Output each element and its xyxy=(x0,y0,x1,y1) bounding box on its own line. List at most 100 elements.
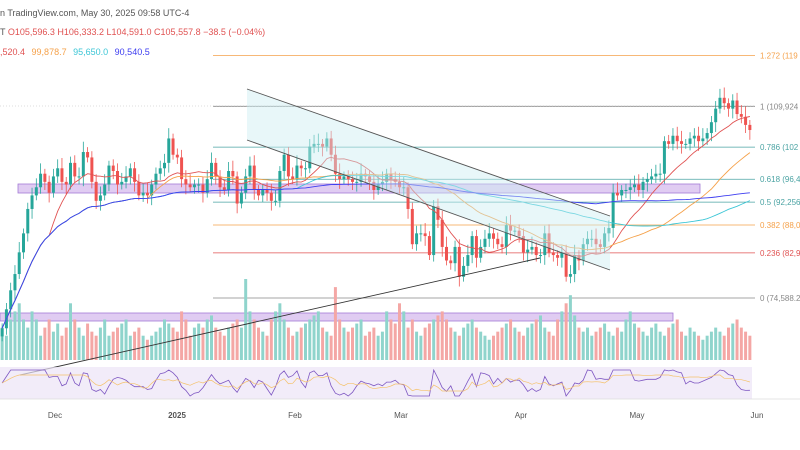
candle-body-65 xyxy=(278,171,282,201)
candles-layer xyxy=(0,87,752,342)
candle-body-104 xyxy=(445,246,448,261)
candle-body-63 xyxy=(269,192,273,201)
volume-bar-9 xyxy=(39,335,43,360)
volume-layer xyxy=(0,279,752,360)
candle-body-134 xyxy=(573,255,577,275)
volume-bar-10 xyxy=(43,327,47,360)
volume-bar-83 xyxy=(355,323,359,360)
candle-body-162 xyxy=(692,135,696,139)
volume-bar-19 xyxy=(81,335,85,360)
candle-body-167 xyxy=(714,108,718,123)
candle-body-163 xyxy=(697,135,701,142)
candle-body-90 xyxy=(385,173,389,182)
volume-bar-90 xyxy=(385,311,389,360)
candle-body-45 xyxy=(192,184,196,188)
x-tick-label-1: 2025 xyxy=(168,411,186,420)
candle-body-170 xyxy=(727,103,730,109)
candle-body-78 xyxy=(333,154,337,174)
fib-label-1: 1 (109,924 xyxy=(760,102,799,111)
candle-body-14 xyxy=(60,168,64,182)
candle-body-125 xyxy=(534,246,538,256)
candle-body-139 xyxy=(594,238,598,245)
candle-body-103 xyxy=(440,219,444,247)
x-tick-label-6: Jun xyxy=(751,411,764,420)
candle-body-30 xyxy=(128,168,132,177)
candle-body-118 xyxy=(504,225,508,247)
volume-bar-86 xyxy=(368,331,372,360)
candle-body-34 xyxy=(145,192,149,196)
volume-bar-169 xyxy=(722,335,726,360)
rsi-signal-line xyxy=(1,374,751,392)
volume-bar-2 xyxy=(9,319,13,360)
candle-body-71 xyxy=(304,168,307,170)
candle-body-28 xyxy=(120,181,124,185)
volume-bar-166 xyxy=(709,331,713,360)
candle-body-43 xyxy=(184,179,188,185)
candle-body-83 xyxy=(355,181,359,183)
candle-body-75 xyxy=(321,143,325,147)
volume-bar-13 xyxy=(56,323,60,360)
x-tick-label-5: May xyxy=(629,411,644,420)
moving-averages-layer xyxy=(1,116,751,329)
candle-body-110 xyxy=(470,236,474,256)
open-value: O105,596.3 xyxy=(7,27,55,37)
volume-bar-22 xyxy=(94,335,98,360)
candle-body-13 xyxy=(56,168,60,177)
volume-bar-89 xyxy=(380,331,384,360)
candle-body-58 xyxy=(248,165,252,177)
candle-body-11 xyxy=(47,181,51,193)
candle-body-131 xyxy=(560,252,564,258)
candle-body-135 xyxy=(577,255,581,261)
volume-bar-38 xyxy=(163,319,166,360)
candle-body-141 xyxy=(603,233,607,247)
candle-body-22 xyxy=(94,181,98,201)
volume-bar-11 xyxy=(47,319,51,360)
volume-bar-92 xyxy=(393,323,397,360)
volume-bar-58 xyxy=(248,311,252,360)
volume-bar-111 xyxy=(474,327,478,360)
volume-bar-65 xyxy=(278,303,282,360)
candle-body-35 xyxy=(150,184,154,196)
candle-body-129 xyxy=(551,252,555,256)
volume-bar-121 xyxy=(517,331,521,360)
close-value: C105,557.8 xyxy=(154,27,201,37)
volume-bar-15 xyxy=(64,327,68,360)
candle-body-111 xyxy=(474,236,478,258)
candle-body-124 xyxy=(530,246,534,250)
volume-bar-119 xyxy=(509,319,513,360)
candle-body-47 xyxy=(201,184,205,193)
volume-bar-149 xyxy=(637,327,641,360)
candle-body-24 xyxy=(103,184,107,196)
ma4-line xyxy=(1,183,750,329)
volume-bar-63 xyxy=(269,319,273,360)
candle-body-97 xyxy=(415,233,419,245)
volume-bar-0 xyxy=(0,327,4,360)
candle-body-150 xyxy=(641,181,645,190)
volume-bar-143 xyxy=(611,335,615,360)
candle-body-2 xyxy=(9,290,13,310)
candle-body-116 xyxy=(496,238,500,245)
candle-body-20 xyxy=(86,152,90,158)
volume-bar-34 xyxy=(145,339,149,360)
volume-bar-126 xyxy=(539,315,542,360)
low-value: L104,591.0 xyxy=(106,27,152,37)
volume-bar-51 xyxy=(218,331,222,360)
volume-bar-6 xyxy=(26,327,30,360)
channel-upper-line xyxy=(246,88,611,217)
volume-bar-68 xyxy=(291,335,295,360)
candle-body-136 xyxy=(581,244,585,261)
volume-bar-64 xyxy=(274,311,278,360)
candle-body-37 xyxy=(158,168,162,174)
candle-body-127 xyxy=(543,233,547,256)
volume-bar-115 xyxy=(492,335,495,360)
candle-body-159 xyxy=(680,141,683,144)
fib-label-6: 0.236 (82,9 xyxy=(760,249,800,258)
volume-bar-123 xyxy=(526,327,530,360)
candle-body-32 xyxy=(137,181,141,196)
volume-bar-95 xyxy=(406,327,410,360)
volume-bar-146 xyxy=(624,319,628,360)
volume-bar-145 xyxy=(620,331,624,360)
candle-body-148 xyxy=(633,184,636,188)
candle-body-52 xyxy=(222,187,226,190)
